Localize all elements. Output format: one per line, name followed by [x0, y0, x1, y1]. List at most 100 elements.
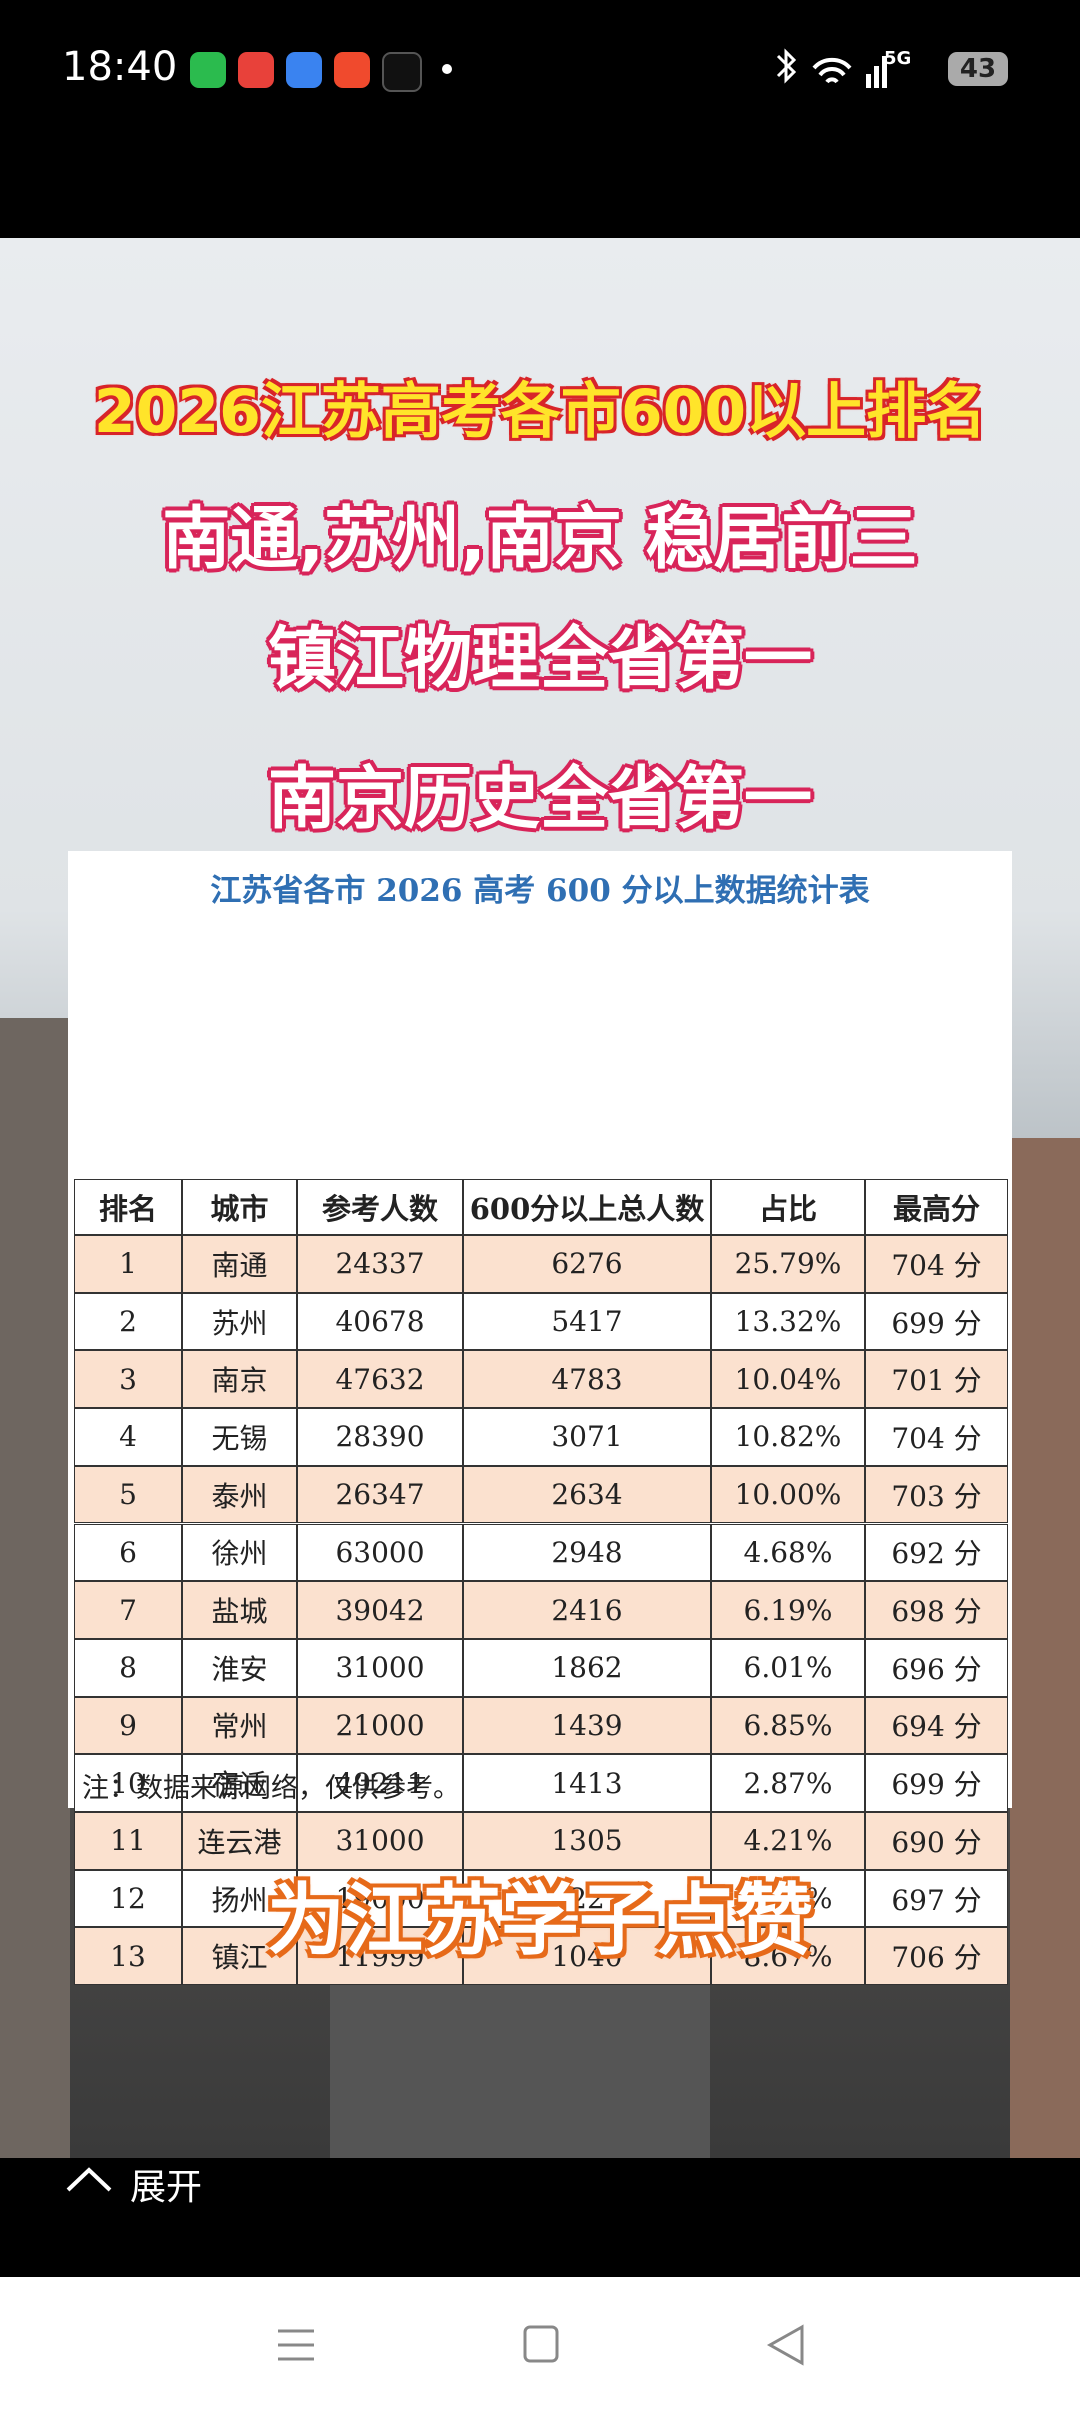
building — [1010, 1138, 1080, 2158]
table-cell: 1227 — [463, 1869, 711, 1928]
table-cell: 扬州 — [182, 1869, 297, 1928]
table-cell: 4783 — [463, 1350, 711, 1409]
table-cell: 2 — [74, 1292, 182, 1351]
signal-icons — [776, 48, 887, 88]
table-cell: 6276 — [463, 1235, 711, 1293]
table-cell: 6 — [74, 1523, 182, 1582]
table-cell: 淮安 — [182, 1638, 297, 1697]
table-cell: 6.85% — [711, 1696, 865, 1755]
table-cell: 694 分 — [865, 1696, 1008, 1755]
table-cell: 1413 — [463, 1754, 711, 1812]
app-icon — [382, 52, 422, 92]
table-cell: 13 — [74, 1927, 182, 1986]
nav-icons — [278, 2324, 804, 2366]
slogan: 为江苏学子点赞 — [266, 1876, 813, 1966]
table-cell: 706 分 — [865, 1927, 1008, 1986]
table-cell: 1439 — [463, 1696, 711, 1755]
header-cell: 占比 — [711, 1179, 865, 1235]
table-cell: 704 分 — [865, 1408, 1008, 1466]
table-cell: 5417 — [463, 1292, 711, 1351]
table-cell: 3 — [74, 1350, 182, 1409]
table-cell: 苏州 — [182, 1292, 297, 1351]
table-cell: 25.79% — [711, 1235, 865, 1293]
table-cell: 10.00% — [711, 1465, 865, 1524]
table-cell: 8.67% — [711, 1927, 865, 1986]
table-cell: 无锡 — [182, 1408, 297, 1466]
table-cell: 699 分 — [865, 1292, 1008, 1351]
table-cell: 4.68% — [711, 1523, 865, 1582]
table-cell: 泰州 — [182, 1465, 297, 1524]
table-cell: 1 — [74, 1235, 182, 1293]
table-cell: 3071 — [463, 1408, 711, 1466]
table-cell: 常州 — [182, 1696, 297, 1755]
table-cell: 1862 — [463, 1638, 711, 1697]
table-cell: 2416 — [463, 1581, 711, 1639]
table-title: 江苏省各市 2026 高考 600 分以上数据统计表 — [210, 873, 870, 909]
header-cell: 600分以上总人数 — [463, 1179, 711, 1235]
navigation-bar — [0, 2277, 1080, 2412]
table-cell: 7 — [74, 1581, 182, 1639]
headline: 2026江苏高考各市600以上排名 — [93, 377, 987, 447]
table-cell: 5 — [74, 1465, 182, 1524]
table-cell: 10.04% — [711, 1350, 865, 1409]
table-cell: 2.87% — [711, 1754, 865, 1812]
table-cell: 9 — [74, 1696, 182, 1755]
table-cell: 10 — [74, 1754, 182, 1812]
table-cell: 2948 — [463, 1523, 711, 1582]
table-cell: 19000 — [297, 1869, 463, 1928]
table-cell: 698 分 — [865, 1581, 1008, 1639]
header-cell: 排名 — [74, 1179, 182, 1235]
table-cell: 6.01% — [711, 1638, 865, 1697]
table-cell: 49211 — [297, 1754, 463, 1812]
table-cell: 701 分 — [865, 1350, 1008, 1409]
clock: 18:40 — [62, 44, 178, 90]
table-cell: 11 — [74, 1812, 182, 1870]
table-cell: 宿迁 — [182, 1754, 297, 1812]
header-cell: 参考人数 — [297, 1179, 463, 1235]
table-cell: 11999 — [297, 1927, 463, 1986]
table-cell: 28390 — [297, 1408, 463, 1466]
table-cell: 31000 — [297, 1638, 463, 1697]
table-cell: 63000 — [297, 1523, 463, 1582]
table-cell: 镇江 — [182, 1927, 297, 1986]
table-cell: 690 分 — [865, 1812, 1008, 1870]
table-cell: 南通 — [182, 1235, 297, 1293]
table-cell: 692 分 — [865, 1523, 1008, 1582]
table-cell: 8 — [74, 1638, 182, 1697]
table-cell: 1305 — [463, 1812, 711, 1870]
expand-icon[interactable] — [64, 2164, 114, 2194]
dot — [442, 64, 452, 74]
table-cell: 703 分 — [865, 1465, 1008, 1524]
expand-button[interactable]: 展开 — [130, 2167, 203, 2208]
headline: 南通,苏州,南京 稳居前三 — [162, 500, 918, 579]
app-icon — [286, 52, 322, 88]
post-image: 2026江苏高考各市600以上排名 南通,苏州,南京 稳居前三 镇江物理全省第一… — [0, 238, 1080, 2158]
table-cell: 6.46% — [711, 1869, 865, 1928]
table-cell: 13.32% — [711, 1292, 865, 1351]
table-cell: 40678 — [297, 1292, 463, 1351]
table-cell: 1040 — [463, 1927, 711, 1986]
table-cell: 39042 — [297, 1581, 463, 1639]
building — [0, 1018, 70, 2158]
table-cell: 26347 — [297, 1465, 463, 1524]
menu-button[interactable] — [278, 2329, 314, 2361]
table-cell: 12 — [74, 1869, 182, 1928]
table-cell: 47632 — [297, 1350, 463, 1409]
home-button[interactable] — [523, 2325, 559, 2363]
table-cell: 697 分 — [865, 1869, 1008, 1928]
table-cell: 盐城 — [182, 1581, 297, 1639]
table-cell: 6.19% — [711, 1581, 865, 1639]
back-button[interactable] — [766, 2324, 804, 2366]
table-cell: 南京 — [182, 1350, 297, 1409]
table-cell: 4.21% — [711, 1812, 865, 1870]
table-note: 注：数据来源网络，仅供参考。 — [82, 1773, 460, 1804]
app-icon — [238, 52, 274, 88]
status-bar: 18:40 5G 43 — [0, 0, 1080, 238]
app-icon — [190, 52, 226, 88]
table-cell: 徐州 — [182, 1523, 297, 1582]
table-cell: 699 分 — [865, 1754, 1008, 1812]
app-icon — [334, 52, 370, 88]
table-cell: 696 分 — [865, 1638, 1008, 1697]
table-cell: 10.82% — [711, 1408, 865, 1466]
